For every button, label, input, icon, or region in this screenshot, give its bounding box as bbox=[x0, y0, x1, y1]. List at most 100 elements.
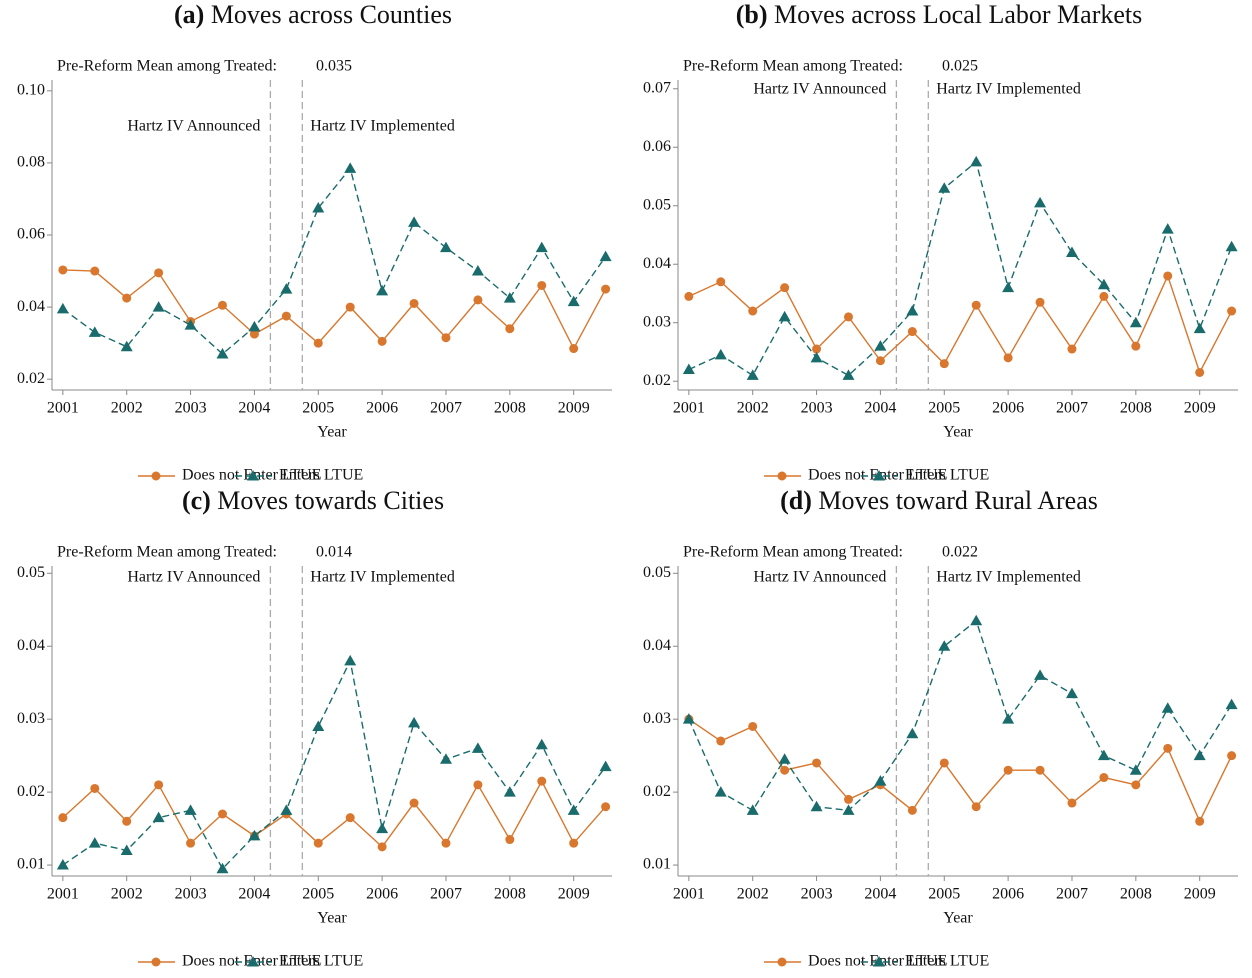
x-tick-label: 2009 bbox=[1184, 400, 1216, 417]
marker bbox=[376, 822, 389, 834]
series-line bbox=[62, 166, 607, 355]
x-tick-label: 2001 bbox=[47, 400, 79, 417]
marker bbox=[1163, 743, 1173, 753]
marker bbox=[569, 344, 579, 354]
marker bbox=[120, 844, 133, 855]
x-axis-label: Year bbox=[943, 424, 973, 441]
y-tick-label: 0.02 bbox=[17, 783, 45, 800]
series-line bbox=[688, 718, 1233, 823]
y-tick-label: 0.06 bbox=[643, 138, 671, 155]
marker bbox=[1035, 765, 1045, 775]
panel-title: (a) Moves across Counties bbox=[174, 0, 452, 29]
marker bbox=[1034, 196, 1047, 208]
y-tick-label: 0.05 bbox=[643, 564, 671, 581]
marker bbox=[810, 351, 823, 363]
x-tick-label: 2005 bbox=[928, 400, 960, 417]
series-line bbox=[688, 160, 1233, 377]
legend-label: Enters LTUE bbox=[905, 953, 989, 970]
reference-label: Hartz IV Implemented bbox=[936, 81, 1081, 98]
x-tick-label: 2002 bbox=[737, 886, 769, 903]
marker bbox=[569, 838, 579, 848]
y-tick-label: 0.02 bbox=[643, 783, 671, 800]
marker bbox=[1195, 816, 1205, 826]
reference-label: Hartz IV Announced bbox=[753, 81, 886, 98]
marker bbox=[567, 804, 580, 815]
marker bbox=[599, 250, 612, 262]
marker bbox=[313, 338, 323, 348]
marker bbox=[503, 786, 516, 797]
x-tick-label: 2002 bbox=[111, 400, 143, 417]
legend-marker bbox=[873, 956, 885, 967]
y-tick-label: 0.02 bbox=[643, 372, 671, 389]
marker bbox=[471, 742, 484, 753]
marker bbox=[1195, 367, 1205, 377]
marker bbox=[1067, 798, 1077, 808]
reference-label: Hartz IV Announced bbox=[127, 118, 260, 135]
x-axis-label: Year bbox=[317, 424, 347, 441]
marker bbox=[535, 738, 548, 750]
marker bbox=[1227, 306, 1237, 316]
annotation-text: Pre-Reform Mean among Treated: bbox=[683, 58, 903, 75]
x-tick-label: 2002 bbox=[111, 886, 143, 903]
marker bbox=[439, 241, 452, 253]
legend-label: Enters LTUE bbox=[905, 467, 989, 484]
legend-marker bbox=[777, 471, 787, 481]
marker bbox=[1131, 341, 1141, 351]
marker bbox=[439, 753, 452, 764]
y-tick-label: 0.04 bbox=[643, 637, 671, 654]
x-tick-label: 2009 bbox=[558, 400, 590, 417]
annotation-text: Pre-Reform Mean among Treated: bbox=[683, 544, 903, 561]
legend-label: Enters LTUE bbox=[279, 467, 363, 484]
marker bbox=[1193, 322, 1206, 334]
y-tick-label: 0.03 bbox=[643, 710, 671, 727]
marker bbox=[408, 216, 421, 227]
x-tick-label: 2005 bbox=[302, 886, 334, 903]
marker bbox=[1065, 687, 1078, 699]
marker bbox=[810, 800, 823, 812]
x-tick-label: 2002 bbox=[737, 400, 769, 417]
marker bbox=[748, 721, 758, 731]
marker bbox=[505, 324, 515, 334]
marker bbox=[842, 369, 855, 380]
marker bbox=[780, 765, 790, 775]
marker bbox=[409, 798, 419, 808]
marker bbox=[184, 319, 197, 330]
marker bbox=[714, 348, 727, 360]
marker bbox=[1034, 669, 1047, 680]
marker bbox=[56, 302, 69, 314]
marker bbox=[907, 327, 917, 337]
marker bbox=[56, 859, 69, 870]
x-tick-label: 2003 bbox=[175, 400, 207, 417]
marker bbox=[505, 835, 515, 845]
marker bbox=[1099, 773, 1109, 783]
marker bbox=[601, 802, 611, 812]
marker bbox=[970, 614, 983, 626]
marker bbox=[1163, 271, 1173, 281]
y-tick-label: 0.01 bbox=[643, 856, 671, 873]
marker bbox=[471, 265, 484, 276]
marker bbox=[1067, 344, 1077, 354]
reference-label: Hartz IV Implemented bbox=[936, 569, 1081, 586]
legend-marker bbox=[151, 957, 161, 967]
x-tick-label: 2009 bbox=[1184, 886, 1216, 903]
legend-marker bbox=[151, 471, 161, 481]
series-line bbox=[688, 274, 1233, 375]
x-tick-label: 2004 bbox=[864, 886, 896, 903]
legend-marker bbox=[247, 470, 259, 481]
marker bbox=[716, 736, 726, 746]
panel-title-text: Moves toward Rural Areas bbox=[818, 486, 1097, 515]
marker bbox=[874, 340, 887, 351]
marker bbox=[58, 813, 68, 823]
panel-label: (b) bbox=[736, 0, 768, 29]
marker bbox=[874, 775, 887, 786]
marker bbox=[748, 306, 758, 316]
annotation-text: Pre-Reform Mean among Treated: bbox=[57, 58, 277, 75]
marker bbox=[1099, 291, 1109, 301]
marker bbox=[907, 805, 917, 815]
marker bbox=[938, 182, 951, 193]
panel-title-text: Moves across Local Labor Markets bbox=[774, 0, 1142, 29]
marker bbox=[812, 344, 822, 354]
panel-label: (c) bbox=[182, 486, 211, 515]
annotation-value: 0.022 bbox=[942, 544, 978, 561]
reference-label: Hartz IV Announced bbox=[127, 569, 260, 586]
